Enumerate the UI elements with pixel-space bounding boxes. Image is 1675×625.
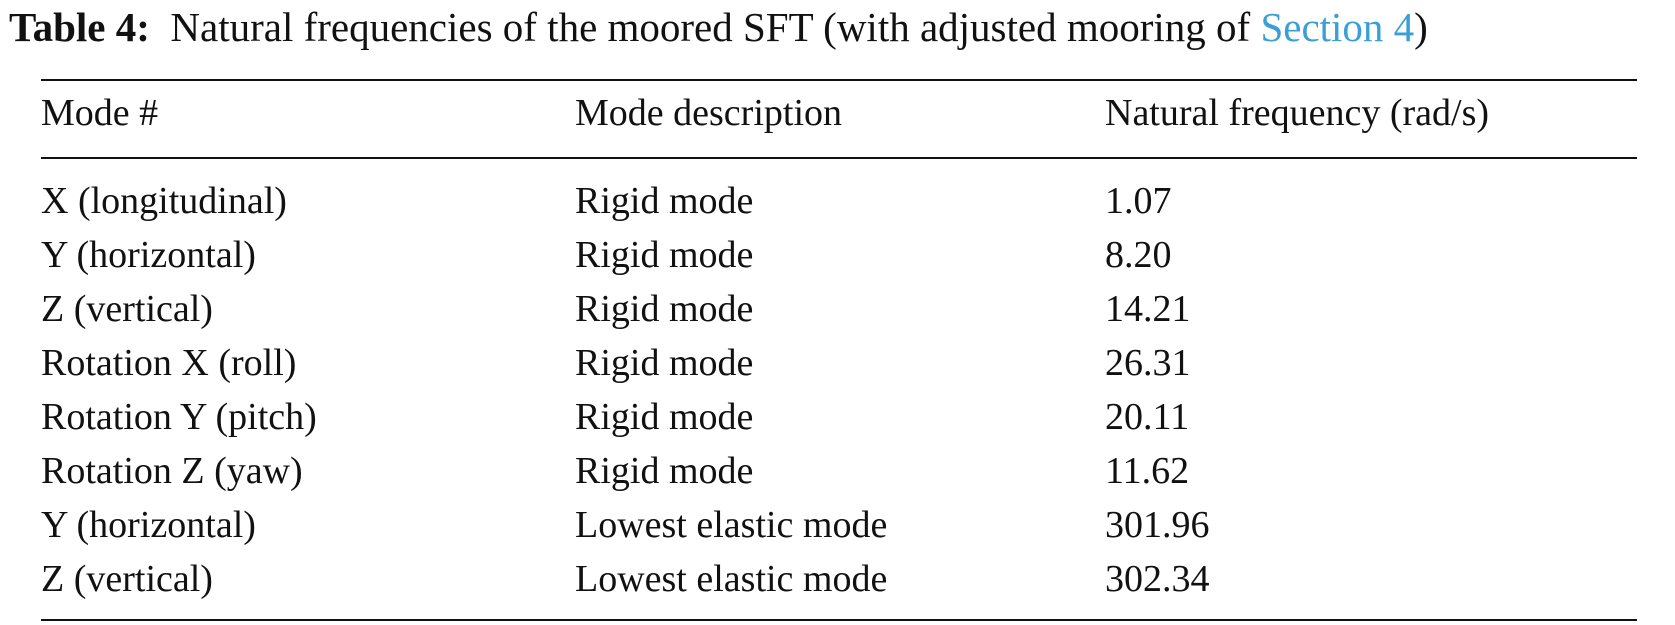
table-cell: Rigid mode — [575, 180, 754, 222]
table-cell: Rigid mode — [575, 450, 754, 492]
section-link[interactable]: Section 4 — [1260, 4, 1415, 50]
table-cell: Rotation Y (pitch) — [41, 396, 317, 438]
table-cell: 1.07 — [1105, 180, 1172, 222]
table-cell: Lowest elastic mode — [575, 504, 888, 546]
caption-text: Natural frequencies of the moored SFT (w… — [170, 4, 1251, 50]
table-cell: Y (horizontal) — [41, 504, 256, 546]
table-cell: Lowest elastic mode — [575, 558, 888, 600]
header-rule — [41, 157, 1637, 159]
table-cell: Y (horizontal) — [41, 234, 256, 276]
table-cell: Z (vertical) — [41, 558, 213, 600]
header-cell: Natural frequency (rad/s) — [1105, 92, 1490, 134]
table-cell: Rigid mode — [575, 396, 754, 438]
table-caption: Table 4: Natural frequencies of the moor… — [9, 2, 1428, 52]
table-cell: Rigid mode — [575, 288, 754, 330]
table-cell: 20.11 — [1105, 396, 1190, 438]
table-cell: 11.62 — [1105, 450, 1190, 492]
caption-label: Table 4: — [9, 4, 150, 50]
table-cell: 26.31 — [1105, 342, 1191, 384]
table-cell: X (longitudinal) — [41, 180, 287, 222]
table-cell: 14.21 — [1105, 288, 1191, 330]
header-cell: Mode description — [575, 92, 843, 134]
table-cell: 8.20 — [1105, 234, 1172, 276]
table-cell: 302.34 — [1105, 558, 1210, 600]
table-cell: Rigid mode — [575, 342, 754, 384]
table-cell: Z (vertical) — [41, 288, 213, 330]
table-cell: Rigid mode — [575, 234, 754, 276]
table-cell: Rotation X (roll) — [41, 342, 297, 384]
bottom-rule — [41, 619, 1637, 621]
header-cell: Mode # — [41, 92, 159, 134]
table-cell: 301.96 — [1105, 504, 1210, 546]
caption-close: ) — [1414, 4, 1428, 50]
top-rule — [41, 79, 1637, 81]
table-cell: Rotation Z (yaw) — [41, 450, 303, 492]
